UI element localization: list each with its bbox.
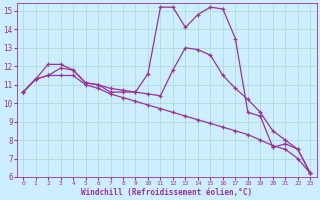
- X-axis label: Windchill (Refroidissement éolien,°C): Windchill (Refroidissement éolien,°C): [81, 188, 252, 197]
